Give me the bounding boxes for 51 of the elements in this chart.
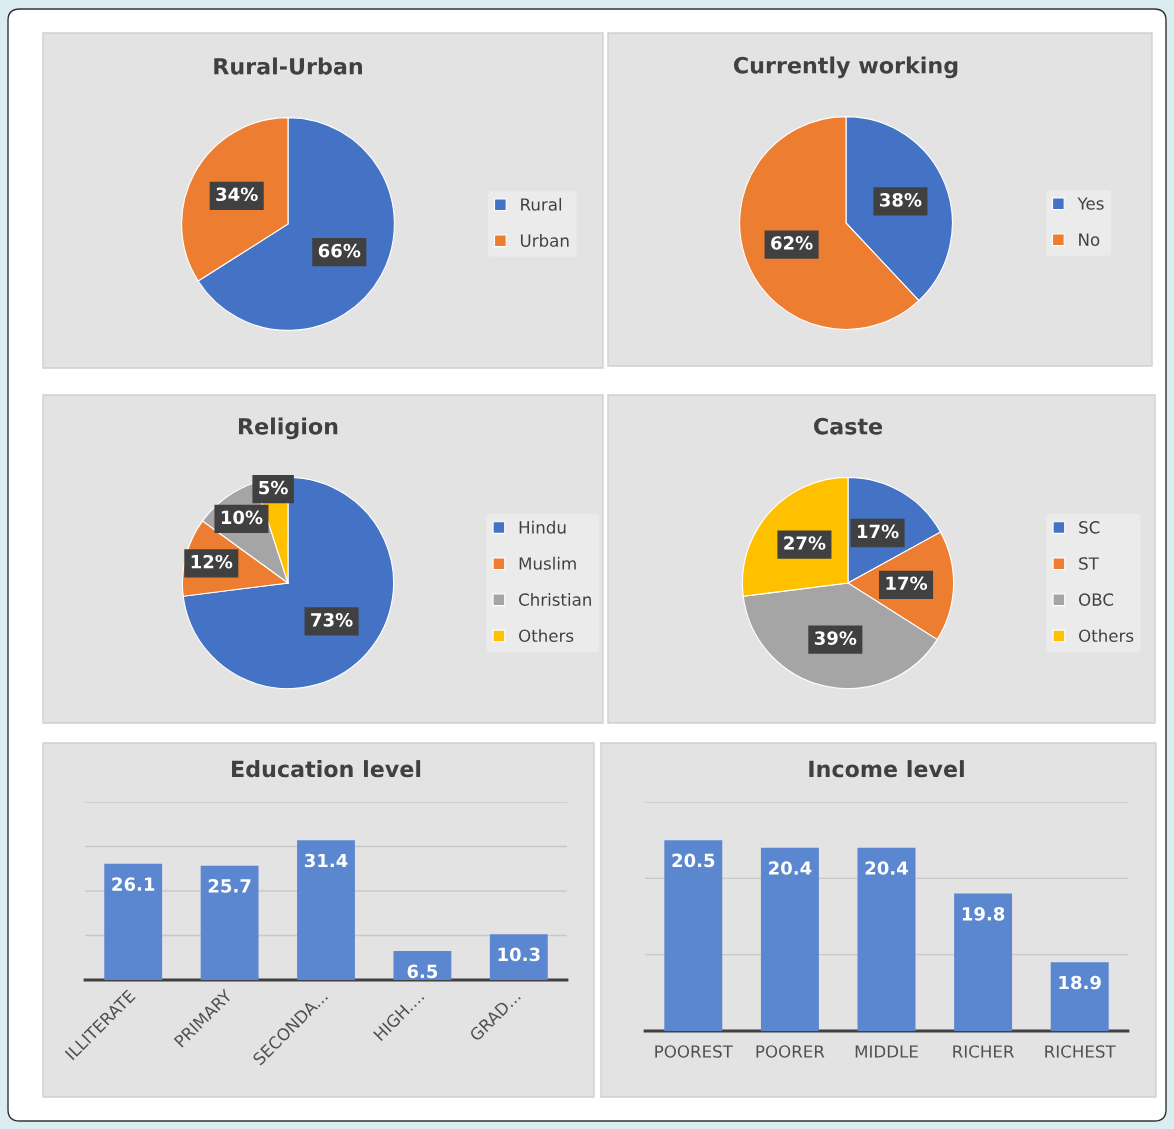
data-label: 17% <box>857 524 899 539</box>
legend-label: Urban <box>520 234 569 247</box>
chart-title: Income level <box>809 760 964 778</box>
bar <box>200 865 259 980</box>
data-label: 20.4 <box>769 861 812 875</box>
legend-label: Yes <box>1077 197 1104 210</box>
chart-title: Caste <box>813 417 883 435</box>
data-label: 20.4 <box>865 861 908 875</box>
legend-label: Others <box>519 629 574 643</box>
data-label: 19.8 <box>962 907 1005 921</box>
bar <box>489 934 548 980</box>
legend-label: ST <box>1079 557 1099 570</box>
x-tick-label: POOREST <box>655 1045 733 1058</box>
legend-label: OBC <box>1079 593 1114 606</box>
legend-label: Hindu <box>519 520 566 534</box>
chart-title: Education level <box>232 760 421 778</box>
chart-title: Currently working <box>733 56 958 79</box>
data-label: 12% <box>191 554 233 569</box>
data-label: 18.9 <box>1059 975 1101 990</box>
chart-title: Rural-Urban <box>214 57 362 75</box>
data-label: 20.5 <box>672 853 715 868</box>
data-label: 62% <box>771 236 813 250</box>
legend-label: SC <box>1079 521 1100 534</box>
data-label: 38% <box>880 193 922 207</box>
legend-label: No <box>1079 233 1100 246</box>
x-tick-label: MIDDLE <box>855 1045 918 1058</box>
data-label: 31.4 <box>304 853 348 868</box>
data-label: 73% <box>311 612 353 627</box>
data-label: 34% <box>216 187 258 202</box>
data-label: 10% <box>221 510 263 525</box>
chart-title: Religion <box>239 417 338 440</box>
x-tick-label: POORER <box>756 1045 825 1058</box>
data-label: 66% <box>318 243 361 258</box>
x-tick-label: RICHEST <box>1045 1045 1116 1058</box>
bar <box>393 951 452 980</box>
data-label: 6.5 <box>407 964 438 979</box>
bar <box>104 863 163 980</box>
data-label: 5% <box>259 480 288 495</box>
pie-slice <box>182 476 395 690</box>
data-label: 27% <box>784 536 826 550</box>
data-label: 26.1 <box>112 877 155 891</box>
legend-label: Others <box>1079 629 1134 643</box>
legend-label: Rural <box>521 197 562 211</box>
x-tick-label: RICHER <box>953 1045 1015 1058</box>
legend-label: Christian <box>519 593 591 606</box>
bar <box>297 840 355 980</box>
data-label: 17% <box>886 576 928 591</box>
data-label: 10.3 <box>498 947 540 962</box>
legend-label: Muslim <box>519 556 576 570</box>
data-label: 25.7 <box>208 879 251 893</box>
data-label: 39% <box>814 631 857 645</box>
